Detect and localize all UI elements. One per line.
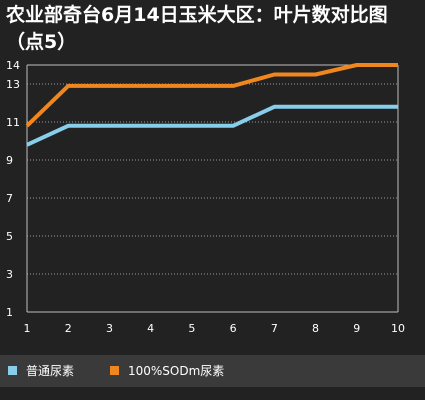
y-tick-label-7: 7 bbox=[6, 192, 13, 205]
series-lines bbox=[25, 63, 399, 147]
y-tick-label-9: 9 bbox=[6, 154, 13, 167]
legend-label-series-2: 100%SODm尿素 bbox=[128, 364, 225, 378]
y-tick-label-13: 13 bbox=[6, 78, 20, 91]
series-line-1 bbox=[26, 104, 398, 147]
x-tick-label-5: 5 bbox=[188, 322, 195, 335]
series-line-2 bbox=[25, 63, 398, 128]
x-tick-label-7: 7 bbox=[271, 322, 278, 335]
x-tick-label-1: 1 bbox=[24, 322, 31, 335]
footer-strip bbox=[0, 387, 425, 400]
y-tick-label-1: 1 bbox=[6, 306, 13, 319]
x-tick-labels: 1 2 3 4 5 6 7 8 9 10 bbox=[24, 322, 406, 335]
legend: 普通尿素 100%SODm尿素 bbox=[0, 355, 425, 387]
x-tick-label-10: 10 bbox=[391, 322, 405, 335]
y-tick-label-14: 14 bbox=[6, 59, 20, 72]
chart-title: 农业部奇台6月14日玉米大区：叶片数对比图（点5） bbox=[6, 4, 388, 53]
legend-swatch-series-1 bbox=[8, 366, 17, 375]
axes bbox=[26, 64, 399, 313]
x-tick-label-8: 8 bbox=[312, 322, 319, 335]
x-tick-label-9: 9 bbox=[353, 322, 360, 335]
legend-label-series-1: 普通尿素 bbox=[26, 364, 75, 378]
x-tick-label-4: 4 bbox=[147, 322, 154, 335]
legend-swatch-series-2 bbox=[110, 366, 119, 375]
y-tick-label-5: 5 bbox=[6, 230, 13, 243]
x-tick-label-3: 3 bbox=[106, 322, 113, 335]
x-tick-label-2: 2 bbox=[65, 322, 72, 335]
y-tick-label-11: 11 bbox=[6, 116, 20, 129]
x-tick-label-6: 6 bbox=[230, 322, 237, 335]
gridlines bbox=[27, 64, 398, 313]
y-tick-label-3: 3 bbox=[6, 268, 13, 281]
